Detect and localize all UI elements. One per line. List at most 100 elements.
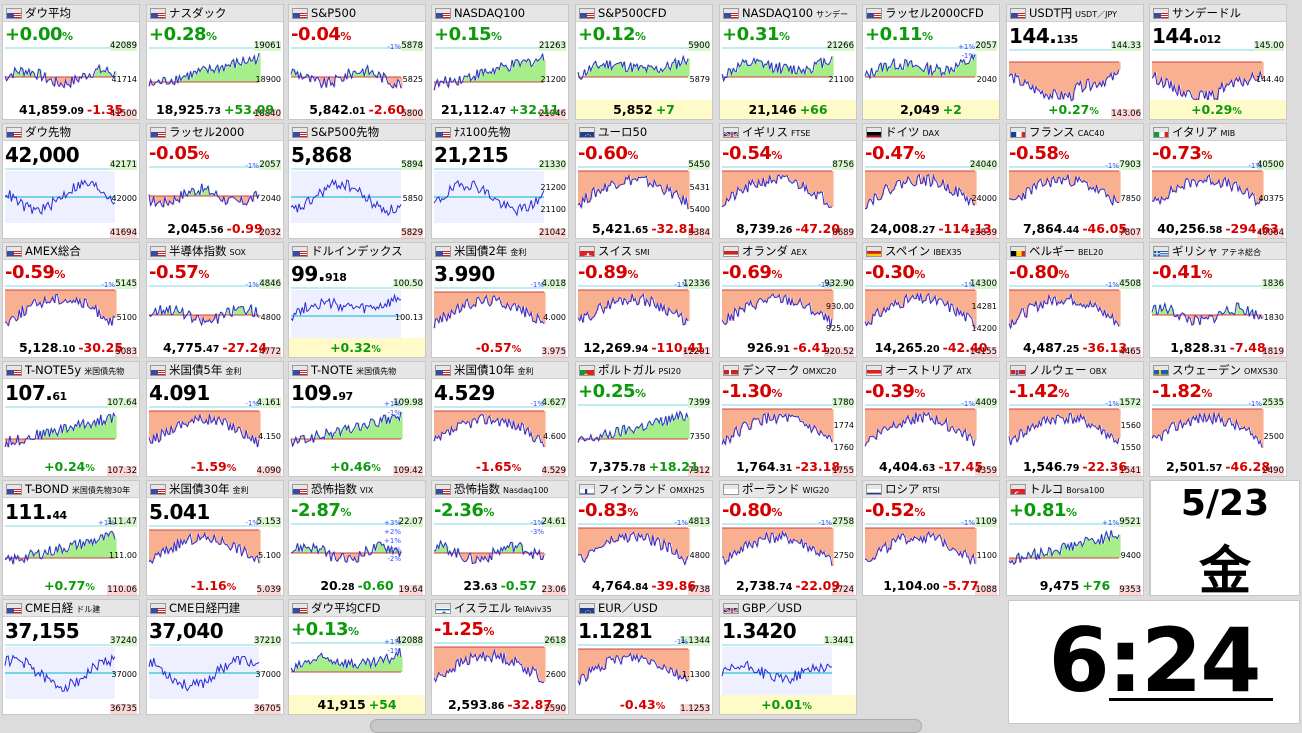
uk-flag-icon <box>723 127 739 138</box>
market-tile[interactable]: ラッセル2000CFD +0.11%205720402022+1%-1% 2,0… <box>862 4 1000 120</box>
axis-label: 41500 <box>109 109 137 119</box>
market-tile[interactable]: デンマーク OMXC20 -1.30% 1780 1774 1760 1755 1,764… <box>719 361 857 477</box>
market-tile[interactable]: 半導体指数 SOX -0.57% 4846 4800 4772 -1% 4,775.47-… <box>146 242 284 358</box>
tile-title: CME日経円建 <box>169 601 243 617</box>
market-tile[interactable]: 米国債2年 金利 3.990 4.018 4.000 3.975 -1% -0.57% <box>431 242 569 358</box>
tile-title: ﾅｽ100先物 <box>454 125 513 141</box>
market-tile[interactable]: 米国債30年 金利 5.041 5.153 5.100 5.039 -1% -1.16% <box>146 480 284 596</box>
tile-name: NASDAQ100 <box>742 6 814 20</box>
market-tile[interactable]: オランダ AEX -0.69% 932.90 930.00 925.00 920.52 -1… <box>719 242 857 358</box>
market-tile[interactable]: トルコ Borsa100 +0.81% 9521 9400 9353 +1% 9,475 +… <box>1006 480 1144 596</box>
market-tile[interactable]: 恐怖指数 Nasdaq100 -2.36% 24.61 23.06 -1% -3% 23.… <box>431 480 569 596</box>
footer-decimals: .94 <box>631 344 649 355</box>
market-tile[interactable]: ポルトガル PSI20 +0.25% 7399 7350 7312 7,375.78 +1… <box>575 361 713 477</box>
market-tile[interactable]: スイス SMI -0.89% 12336 12201 -1% 12,269.94 -110… <box>575 242 713 358</box>
percent-value: -0.80 <box>1009 262 1059 283</box>
market-tile[interactable]: スペイン IBEX35 -0.30% 14300 14281 14200 14155 -1%… <box>862 242 1000 358</box>
market-tile[interactable]: ノルウェー OBX -1.42% 1572 1560 1550 1541 -1% 1,546… <box>1006 361 1144 477</box>
axis-label: 42089 <box>109 41 137 51</box>
tile-subtitle: OMXS30 <box>1244 367 1278 376</box>
market-tile[interactable]: S&P500CFD +0.12%590058795813 5,852+7 <box>575 4 713 120</box>
market-tile[interactable]: イギリス FTSE -0.54% 8756 8689 8,739.26 -47.20 <box>719 123 857 239</box>
tile-footer: 9,475 +76 <box>1007 578 1143 593</box>
market-tile[interactable]: ダウ平均 +0.00% 42089 41714 41500 41,859.09 -1.3… <box>2 4 140 120</box>
market-tile[interactable]: ダウ平均CFD +0.13%4208841609+1%-1% 41,915+54 <box>288 599 426 715</box>
market-tile[interactable]: S&P500 -0.04% 5878 5825 5800 -1% 5,842.01 -2.… <box>288 4 426 120</box>
footer-decimals: .01 <box>348 106 366 117</box>
axis-label: 109.42 <box>393 466 423 476</box>
market-tile[interactable]: ベルギー BEL20 -0.80% 4508 4465 -1% 4,487.25 -36.… <box>1006 242 1144 358</box>
percent-gridline-label: +1% <box>384 537 401 545</box>
market-tile[interactable]: ユーロ50 -0.60% 5450 5431 5400 5384 5,421.65 -32… <box>575 123 713 239</box>
market-tile[interactable]: ダウ先物 42,000 42171 42000 41694 <box>2 123 140 239</box>
tile-header: ドルインデックス <box>289 243 425 260</box>
market-tile[interactable]: T-NOTE5y 米国債先物 107.61 107.64 107.32 +0.24% <box>2 361 140 477</box>
footer-decimals: .79 <box>1062 463 1080 474</box>
percent-unit: % <box>922 30 933 43</box>
market-tile[interactable]: 米国債5年 金利 4.091 4.161 4.150 4.090 -1% -1.59% <box>146 361 284 477</box>
sparkline-chart <box>577 404 690 443</box>
tile-title: NASDAQ100 サンデー <box>742 6 848 22</box>
market-tile[interactable]: イタリア MIB -0.73% 40500 40375 40064 -1% 40,256.… <box>1149 123 1287 239</box>
sparkline-chart <box>433 168 545 223</box>
footer-change: -0.57 <box>500 578 537 593</box>
tile-header: ﾅｽ100先物 <box>432 124 568 141</box>
market-tile[interactable]: ナスダック +0.28% 19061 18900 18840 18,925.73 +53… <box>146 4 284 120</box>
market-tile[interactable]: ドイツ DAX -0.47% 24040 24000 23839 24,008.27 -1… <box>862 123 1000 239</box>
market-tile[interactable]: ロシア RTSI -0.52% 1109 1100 1088 -1% 1,104.00 -5… <box>862 480 1000 596</box>
market-tile[interactable]: オーストリア ATX -0.39% 4409 4359 -1% 4,404.63 -17.… <box>862 361 1000 477</box>
footer-decimals: .20 <box>922 344 940 355</box>
percent-unit: % <box>627 268 638 281</box>
market-tile[interactable]: CME日経円建 37,040 37210 37000 36705 <box>146 599 284 715</box>
axis-label: 144.40 <box>1256 75 1284 84</box>
footer-change: -7.48 <box>1229 340 1266 355</box>
tile-footer: +0.77% <box>3 578 139 593</box>
price-decimals: 61 <box>52 390 67 403</box>
us-flag-icon <box>435 365 451 376</box>
market-tile[interactable]: ギリシャ アテネ総合 -0.41% 1836 1830 1819 1,828.31 -7.… <box>1149 242 1287 358</box>
percent-unit: % <box>914 149 925 162</box>
market-tile[interactable]: 米国債10年 金利 4.529 4.627 4.600 4.529 -1% -1.65% <box>431 361 569 477</box>
market-tile[interactable]: ﾅｽ100先物 21,215 21330 21200 21100 21042 <box>431 123 569 239</box>
tile-name: イスラエル <box>454 601 512 615</box>
percent-unit: % <box>1201 387 1212 400</box>
market-tile[interactable]: NASDAQ100 +0.15% 21263 21200 21046 21,112.4… <box>431 4 569 120</box>
market-tile[interactable]: T-BOND 米国債先物30年 111.44 111.47 111.00 110.06 +… <box>2 480 140 596</box>
tile-name: T-NOTE5y <box>25 363 82 377</box>
tile-footer: 40,256.58 -294.63 <box>1150 221 1286 236</box>
market-tile[interactable]: イスラエル TelAviv35 -1.25% 2618 2600 2590 2,593.… <box>431 599 569 715</box>
percent-unit: % <box>54 268 65 281</box>
tile-name: 恐怖指数 <box>454 482 500 496</box>
tile-name: スウェーデン <box>1172 363 1241 377</box>
footer-decimals: .91 <box>773 344 790 355</box>
price-value: 5.041 <box>149 500 210 524</box>
market-tile[interactable]: T-NOTE 米国債先物 109.97 109.98 109.42 +1% -1% +0.… <box>288 361 426 477</box>
percent-value: -0.39 <box>865 381 915 402</box>
market-tile[interactable]: AMEX総合 -0.59% 5145 5100 5083 -1% 5,128.10 -30… <box>2 242 140 358</box>
market-tile[interactable]: フィンランド OMXH25 -0.83% 4813 4800 4738 -1% 4,764… <box>575 480 713 596</box>
market-tile[interactable]: スウェーデン OMXS30 -1.82% 2535 2500 2490 -1% 2,501… <box>1149 361 1287 477</box>
footer-value: 14,265 <box>874 340 923 355</box>
tile-change-percent: -0.30% <box>865 262 925 283</box>
market-tile[interactable]: フランス CAC40 -0.58% 7903 7850 7807 -1% 7,864.44… <box>1006 123 1144 239</box>
percent-value: -0.80 <box>722 500 772 521</box>
market-tile[interactable]: USDT円 USDT／JPY 144.135 144.33 143.06 +0.27% <box>1006 4 1144 120</box>
sparkline-chart <box>290 523 403 563</box>
market-tile[interactable]: EUR／USD 1.1281 1.1344 1.1300 1.1253 -1% -0.4… <box>575 599 713 715</box>
market-tile[interactable]: 恐怖指数 VIX -2.87% 22.07 19.64 +3% +2% +1% -1% -2% … <box>288 480 426 596</box>
market-tile[interactable]: CME日経 ドル建 37,155 37240 37000 36735 <box>2 599 140 715</box>
horizontal-scrollbar[interactable] <box>370 719 922 733</box>
market-tile[interactable]: S&P500先物 5,868 5894 5850 5829 <box>288 123 426 239</box>
axis-label: 1088 <box>975 585 997 595</box>
market-tile[interactable]: ポーランド WIG20 -0.80% 2758 2750 2724 -1% 2,738.7… <box>719 480 857 596</box>
tile-footer: +0.24% <box>3 459 139 474</box>
axis-label: 1830 <box>1263 313 1284 322</box>
axis-label: 4772 <box>259 347 281 357</box>
market-tile[interactable]: ラッセル2000 -0.05% 2057 2040 2032 -1% 2,045.56-… <box>146 123 284 239</box>
tile-title: ノルウェー OBX <box>1029 363 1107 379</box>
axis-label: 23839 <box>969 228 997 238</box>
